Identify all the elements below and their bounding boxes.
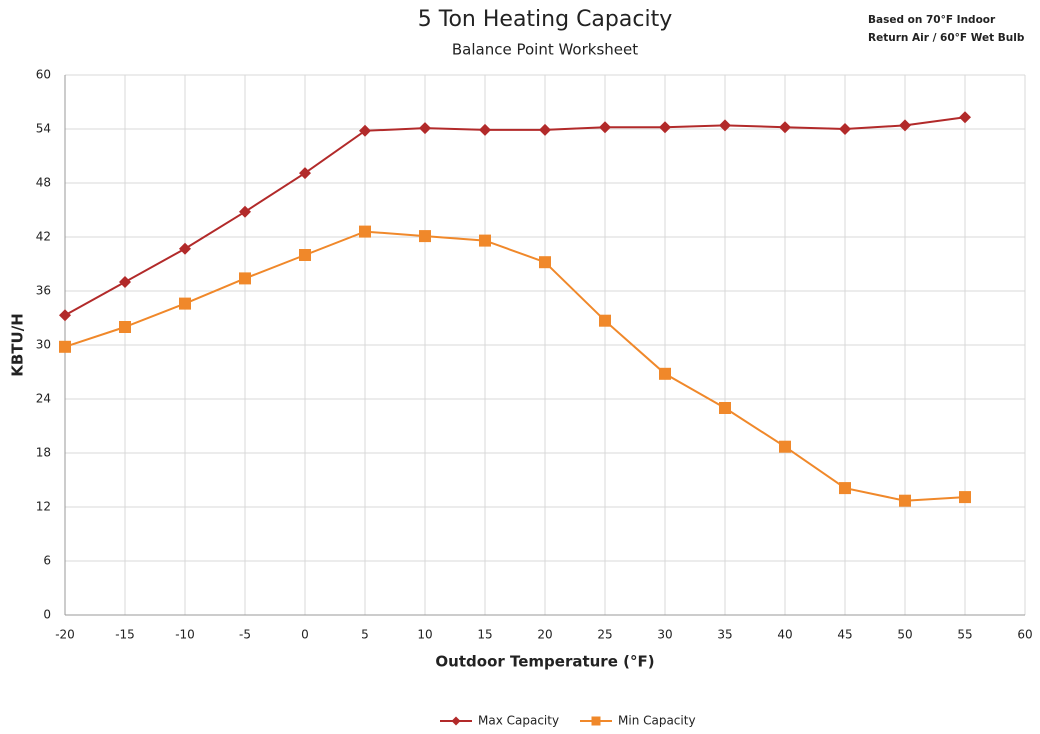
x-axis-label: Outdoor Temperature (°F) bbox=[435, 653, 654, 671]
marker bbox=[59, 309, 71, 322]
marker bbox=[119, 276, 131, 288]
marker bbox=[659, 121, 671, 134]
marker bbox=[239, 272, 251, 285]
marker bbox=[959, 491, 971, 504]
marker bbox=[179, 242, 191, 255]
marker bbox=[179, 297, 191, 310]
marker bbox=[599, 314, 611, 327]
legend-label: Min Capacity bbox=[618, 714, 696, 728]
y-tick-label: 54 bbox=[36, 122, 51, 136]
y-tick-label: 0 bbox=[43, 608, 51, 622]
legend-label: Max Capacity bbox=[478, 714, 559, 728]
chart-subtitle: Balance Point Worksheet bbox=[452, 41, 638, 59]
x-tick-label: 55 bbox=[957, 628, 972, 642]
marker bbox=[419, 230, 431, 243]
y-tick-label: 12 bbox=[36, 500, 51, 514]
annotation: Based on 70°F Indoor bbox=[868, 14, 996, 26]
marker bbox=[119, 321, 131, 333]
y-tick-label: 24 bbox=[36, 392, 51, 406]
marker bbox=[779, 121, 791, 134]
marker bbox=[779, 440, 791, 453]
x-tick-label: 10 bbox=[417, 628, 432, 642]
x-tick-label: 0 bbox=[301, 628, 309, 642]
x-tick-label: -10 bbox=[175, 628, 195, 642]
marker bbox=[359, 124, 371, 137]
marker bbox=[839, 123, 851, 135]
y-tick-label: 36 bbox=[36, 284, 51, 298]
marker bbox=[299, 249, 311, 261]
annotation: Return Air / 60°F Wet Bulb bbox=[868, 32, 1025, 44]
x-tick-label: 5 bbox=[361, 628, 369, 642]
y-tick-label: 18 bbox=[36, 446, 51, 460]
y-tick-label: 42 bbox=[36, 230, 51, 244]
marker bbox=[899, 119, 911, 132]
x-tick-label: 50 bbox=[897, 628, 912, 642]
series-line bbox=[64, 116, 966, 317]
x-tick-label: 20 bbox=[537, 628, 552, 642]
legend-marker bbox=[591, 716, 601, 726]
x-tick-label: -5 bbox=[239, 628, 251, 642]
x-tick-label: 60 bbox=[1017, 628, 1032, 642]
marker bbox=[839, 482, 851, 495]
marker bbox=[719, 119, 731, 132]
y-tick-label: 30 bbox=[36, 338, 51, 352]
x-tick-label: 15 bbox=[477, 628, 492, 642]
marker bbox=[479, 234, 491, 247]
y-tick-label: 6 bbox=[43, 554, 51, 568]
marker bbox=[419, 122, 431, 135]
series-line bbox=[64, 230, 966, 502]
y-tick-label: 48 bbox=[36, 176, 51, 190]
x-tick-label: 30 bbox=[657, 628, 672, 642]
x-tick-label: 45 bbox=[837, 628, 852, 642]
marker bbox=[539, 256, 551, 269]
y-axis-label: KBTU/H bbox=[9, 313, 27, 377]
chart-title: 5 Ton Heating Capacity bbox=[418, 7, 672, 32]
marker bbox=[899, 494, 911, 507]
marker bbox=[239, 205, 251, 218]
x-tick-label: 35 bbox=[717, 628, 732, 642]
marker bbox=[359, 225, 371, 238]
x-tick-label: 40 bbox=[777, 628, 792, 642]
x-tick-label: -15 bbox=[115, 628, 135, 642]
x-tick-label: -20 bbox=[55, 628, 75, 642]
y-tick-label: 60 bbox=[36, 68, 51, 82]
marker bbox=[599, 121, 611, 134]
marker bbox=[959, 111, 971, 124]
marker bbox=[479, 123, 491, 136]
marker bbox=[59, 340, 71, 353]
marker bbox=[719, 402, 731, 414]
marker bbox=[539, 123, 551, 136]
legend-marker bbox=[451, 716, 461, 726]
marker bbox=[299, 167, 311, 180]
x-tick-label: 25 bbox=[597, 628, 612, 642]
marker bbox=[659, 367, 671, 380]
